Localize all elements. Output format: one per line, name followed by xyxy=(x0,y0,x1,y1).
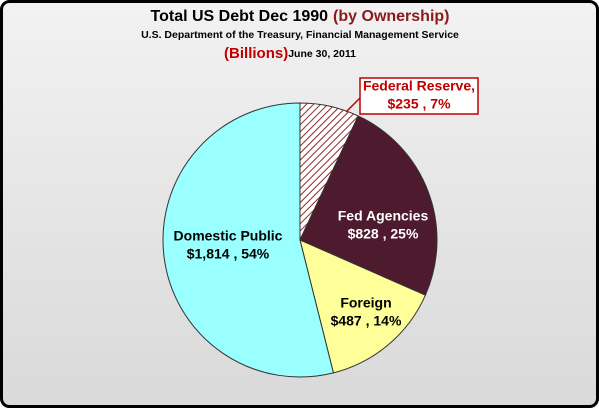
pie-slice xyxy=(162,102,335,378)
pie-slice xyxy=(299,239,427,374)
unit-label: (Billions) xyxy=(224,45,288,62)
pie-slice xyxy=(299,115,438,296)
unit-date: (Billions)June 30, 2011 xyxy=(224,45,356,62)
slice-value-label: $1,814 , 54% xyxy=(187,246,270,262)
chart-subtitle: U.S. Department of the Treasury, Financi… xyxy=(141,29,459,41)
slice-value-label: $235 , 7% xyxy=(387,96,451,112)
chart-title: Total US Debt Dec 1990 (by Ownership) xyxy=(151,8,450,25)
slice-label: Federal Reserve, xyxy=(363,78,475,94)
slice-value-label: $487 , 14% xyxy=(331,313,402,329)
title-main: Total US Debt Dec 1990 xyxy=(151,8,329,25)
label-box xyxy=(359,77,479,115)
title-suffix: (by Ownership) xyxy=(333,8,449,25)
slice-label: Foreign xyxy=(340,295,391,311)
slice-label: Domestic Public xyxy=(174,228,283,244)
date-label: June 30, 2011 xyxy=(288,48,356,60)
slice-value-label: $828 , 25% xyxy=(348,226,419,242)
slice-label: Fed Agencies xyxy=(338,208,429,224)
